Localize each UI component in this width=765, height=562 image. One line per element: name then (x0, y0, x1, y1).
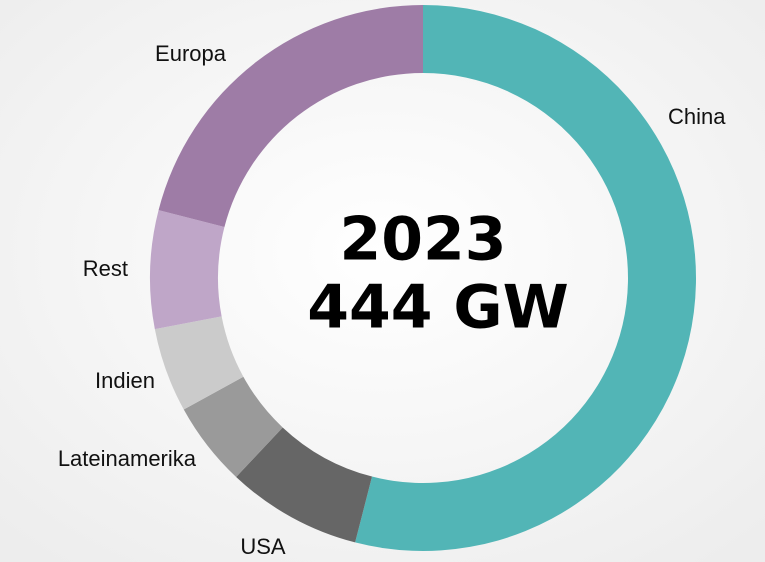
segment-label: Europa (155, 41, 227, 66)
donut-segment (158, 5, 424, 228)
segment-label: China (668, 104, 726, 129)
donut-segment (236, 427, 373, 543)
segment-label: USA (240, 534, 286, 559)
center-total: 444 GW (307, 273, 569, 343)
segment-label: Indien (95, 368, 155, 393)
center-year: 2023 (340, 205, 507, 275)
donut-segment (154, 316, 244, 410)
segment-label: Rest (83, 256, 128, 281)
donut-segment (183, 376, 283, 478)
segment-label: Lateinamerika (58, 446, 197, 471)
donut-segment (355, 5, 697, 551)
donut-segment (150, 210, 225, 330)
